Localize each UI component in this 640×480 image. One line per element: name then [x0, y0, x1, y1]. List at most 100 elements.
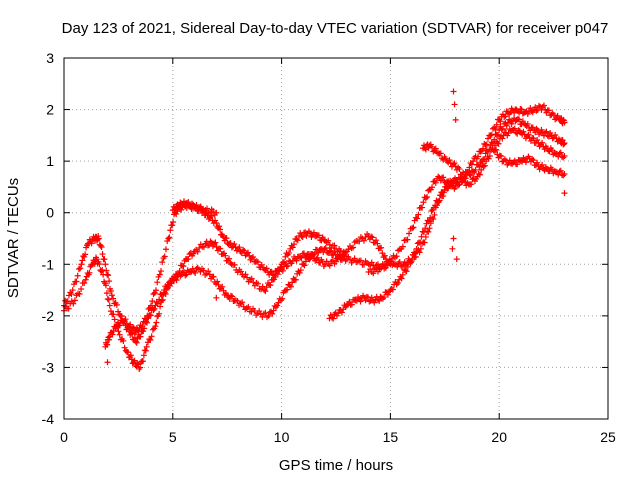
data-point-track-a [170, 218, 177, 225]
data-point-outlier [453, 256, 460, 263]
data-point-track-d [203, 209, 210, 216]
data-point-track-c [274, 302, 281, 309]
data-point-track-e [389, 286, 396, 293]
data-point-track-c [262, 309, 269, 316]
data-point-track-f [475, 153, 482, 160]
data-point-track-c [200, 267, 207, 274]
data-point-track-g [467, 172, 474, 179]
data-point-track-g [516, 116, 523, 123]
data-point-track-b [242, 271, 249, 278]
data-point-track-e [437, 192, 444, 199]
data-point-track-d [195, 208, 202, 215]
data-point-track-f [432, 179, 439, 186]
data-point-track-e [338, 309, 345, 316]
data-point-track-e [425, 218, 432, 225]
data-point-track-g [489, 140, 496, 147]
data-point-track-d [217, 226, 224, 233]
data-point-track-d [333, 258, 339, 265]
data-point-track-a [69, 287, 76, 294]
data-point-track-a [101, 256, 108, 263]
data-point-track-d [329, 257, 336, 264]
data-point-track-d [373, 237, 380, 244]
data-point-track-c [306, 256, 313, 263]
data-point-track-e [427, 214, 434, 221]
data-point-outlier [104, 359, 111, 366]
data-point-track-c [133, 339, 140, 346]
data-point-track-b [291, 241, 298, 248]
x-tick-label: 20 [491, 429, 507, 445]
data-point-track-c [131, 334, 138, 341]
data-point-track-e [330, 315, 337, 322]
data-point-track-a [79, 257, 86, 264]
data-point-track-f [545, 107, 552, 114]
data-point-track-b [196, 244, 203, 251]
data-point-track-a [151, 289, 158, 296]
data-point-track-b [180, 263, 187, 270]
data-point-track-b [82, 276, 89, 283]
data-point-track-e [357, 298, 364, 305]
data-point-track-h [557, 167, 564, 174]
data-point-track-h [496, 152, 503, 159]
data-point-track-b [99, 266, 106, 273]
data-point-track-c [239, 299, 246, 306]
data-point-track-f [419, 204, 426, 211]
data-point-track-c [327, 247, 334, 254]
data-point-track-f [420, 199, 427, 206]
data-point-track-f [493, 121, 500, 128]
data-point-track-e [403, 268, 410, 275]
data-point-track-d [197, 204, 204, 211]
data-point-track-c [147, 312, 154, 319]
data-point-track-c [137, 333, 144, 340]
data-point-track-b [76, 291, 83, 298]
data-point-track-b [211, 240, 218, 247]
data-point-track-b [299, 233, 306, 240]
data-point-track-d [216, 223, 223, 230]
data-point-track-b [107, 308, 114, 315]
data-point-track-c [121, 318, 128, 325]
data-point-track-f [406, 230, 413, 237]
data-point-track-e [371, 299, 378, 306]
data-point-track-h [534, 159, 541, 166]
data-point-track-f [501, 113, 508, 120]
data-point-track-d [293, 257, 300, 264]
data-point-track-c [321, 246, 328, 253]
data-point-track-c [234, 297, 241, 304]
data-point-track-d [309, 251, 316, 258]
data-point-track-g [462, 175, 469, 182]
data-point-track-f [529, 109, 536, 116]
data-point-track-b [331, 242, 338, 249]
data-point-track-c [140, 328, 147, 335]
data-point-track-a [102, 261, 109, 268]
data-point-track-g [460, 169, 467, 176]
data-point-track-d [241, 247, 248, 254]
data-point-track-b [137, 364, 144, 371]
data-point-track-e [418, 233, 425, 240]
y-tick-label: -4 [42, 411, 55, 427]
data-point-track-c [357, 257, 364, 264]
data-point-track-f [422, 195, 429, 202]
data-point-track-f [373, 265, 380, 272]
data-point-track-b [116, 331, 123, 338]
data-point-track-a [97, 242, 104, 249]
data-point-track-a [95, 235, 102, 242]
data-point-track-b [102, 282, 109, 289]
data-point-outlier [213, 294, 220, 301]
data-point-track-a [75, 266, 82, 273]
data-point-track-d [369, 234, 376, 241]
data-point-track-c [331, 248, 338, 255]
data-point-track-f [497, 118, 504, 125]
data-point-track-f [429, 184, 436, 191]
data-point-track-b [142, 347, 149, 354]
data-point-track-d [345, 246, 352, 253]
data-point-track-d [171, 206, 178, 213]
data-point-track-d [240, 246, 247, 253]
data-point-track-g [437, 150, 444, 157]
data-point-track-f [435, 173, 442, 180]
data-point-track-b [289, 244, 296, 251]
data-point-track-f [414, 215, 421, 222]
data-point-track-e [499, 135, 506, 142]
data-point-track-e [422, 225, 429, 232]
data-point-track-a [103, 267, 110, 274]
data-point-track-e [530, 135, 537, 142]
data-point-track-c [296, 269, 303, 276]
